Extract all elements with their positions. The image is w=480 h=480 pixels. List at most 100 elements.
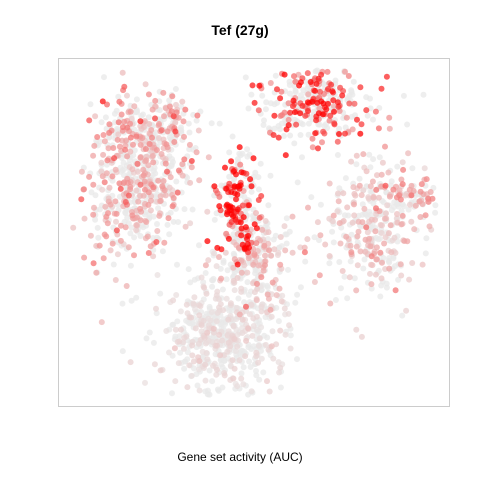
scatter-point [421,165,428,172]
scatter-point [312,87,318,94]
scatter-point [142,81,149,88]
scatter-point [297,244,304,251]
scatter-point [192,325,199,332]
scatter-point [262,218,269,224]
scatter-point [193,117,200,124]
scatter-point [213,318,220,325]
scatter-point [258,274,265,281]
scatter-point [222,164,228,171]
scatter-point [116,143,123,150]
scatter-point [229,357,236,364]
scatter-point [404,121,411,128]
scatter-point [315,145,321,152]
scatter-point [155,135,162,141]
scatter-point [215,387,222,394]
scatter-point [400,166,407,173]
scatter-point [93,269,100,276]
scatter-point [70,224,77,231]
scatter-point [353,152,360,159]
scatter-point [144,233,151,240]
scatter-point [309,135,316,142]
scatter-point [326,253,333,259]
scatter-point [124,153,131,160]
scatter-point [425,195,432,202]
scatter-point [149,172,156,179]
scatter-point [336,259,343,265]
scatter-point [386,125,393,132]
scatter-point [292,299,299,306]
scatter-point [360,265,367,272]
scatter-point [142,146,149,152]
scatter-point [287,345,294,352]
scatter-point [294,291,301,298]
scatter-point [253,368,259,374]
scatter-point [240,381,247,388]
scatter-point [119,69,126,76]
scatter-point [416,198,423,205]
scatter-point [234,261,241,268]
scatter-point [106,121,113,128]
scatter-point [210,362,216,369]
scatter-point [262,252,268,259]
scatter-point [298,92,305,99]
scatter-point [188,372,195,379]
scatter-point [372,271,379,278]
scatter-point [297,132,304,138]
scatter-point [355,228,362,235]
scatter-point [140,172,147,179]
scatter-point [146,121,153,127]
scatter-point [150,159,157,166]
scatter-point [137,205,144,212]
scatter-point [128,115,135,122]
scatter-point [244,153,251,160]
scatter-point [383,210,389,217]
scatter-point [364,229,371,236]
scatter-point [266,247,272,254]
scatter-point [352,112,358,119]
scatter-point [230,322,237,329]
scatter-point [155,177,162,184]
scatter-point [189,342,196,349]
scatter-point [196,242,202,249]
scatter-point [99,98,106,105]
scatter-point [335,198,342,205]
scatter-point [202,270,209,276]
scatter-point [233,196,239,203]
scatter-point [287,90,293,97]
scatter-point [350,184,357,191]
scatter-point [336,185,343,192]
scatter-point [280,133,287,139]
scatter-point [155,205,162,212]
scatter-point [181,156,188,163]
scatter-point [398,221,405,228]
scatter-point [203,350,210,356]
scatter-point [227,300,234,307]
scatter-point [189,320,196,327]
scatter-point [128,224,135,231]
scatter-point [357,130,364,137]
scatter-point [268,343,275,350]
scatter-point [368,216,375,223]
scatter-point [101,179,108,186]
scatter-point [157,290,164,297]
scatter-point [316,237,322,244]
scatter-point [145,201,152,208]
scatter-point [202,340,209,347]
scatter-point [133,187,140,194]
scatter-point [267,306,274,313]
scatter-point [146,214,153,221]
scatter-point [305,91,312,98]
scatter-point [277,327,284,334]
scatter-point [147,243,154,250]
scatter-point [378,85,385,92]
scatter-point [334,152,341,158]
scatter-point [141,118,148,125]
scatter-point [209,283,216,290]
scatter-point [359,201,366,208]
scatter-point [125,244,132,251]
scatter-point [95,234,102,241]
scatter-point [216,120,223,127]
scatter-point [251,221,258,228]
scatter-point [137,118,144,125]
scatter-point [213,263,220,270]
